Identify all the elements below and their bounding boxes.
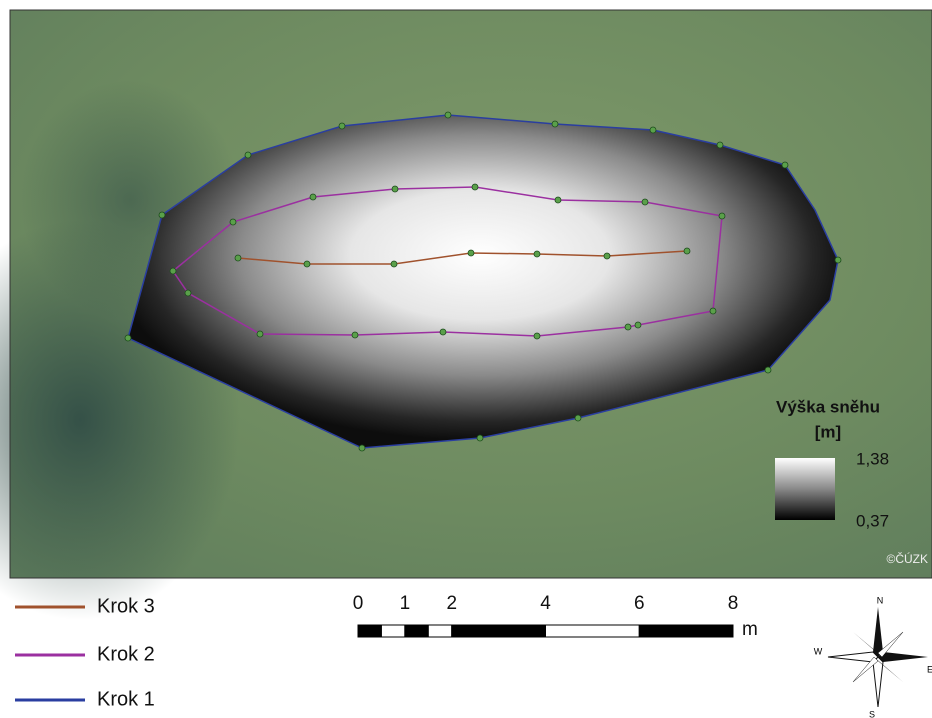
colorbar-title: Výška sněhu: [776, 397, 880, 416]
survey-point: [184, 289, 192, 297]
survey-point: [390, 260, 398, 268]
scale-segment: [638, 624, 734, 638]
survey-point: [439, 328, 447, 336]
legend-label: Krok 2: [97, 643, 155, 665]
survey-point: [229, 218, 237, 226]
survey-points: [124, 111, 842, 452]
compass-label: N: [877, 595, 884, 605]
survey-point: [683, 247, 691, 255]
survey-point: [391, 185, 399, 193]
colorbar-max-label: 1,38: [856, 449, 889, 468]
scale-tick-label: 0: [353, 593, 364, 614]
survey-point: [351, 331, 359, 339]
compass-label: S: [869, 709, 875, 718]
survey-point: [624, 323, 632, 331]
survey-point: [303, 260, 311, 268]
survey-point: [641, 198, 649, 206]
survey-point: [234, 254, 242, 262]
survey-point: [124, 334, 132, 342]
survey-point: [358, 444, 366, 452]
survey-point: [256, 330, 264, 338]
map-frame: Výška sněhu [m] 1,38 0,37 ©ČÚZK: [0, 9, 932, 620]
scale-tick-label: 6: [634, 593, 645, 614]
survey-point: [764, 366, 772, 374]
survey-point: [467, 249, 475, 257]
survey-point: [634, 321, 642, 329]
scale-segment: [451, 624, 546, 638]
scale-segment: [545, 624, 640, 638]
survey-point: [781, 161, 789, 169]
compass-label: W: [814, 646, 823, 656]
survey-point: [716, 141, 724, 149]
survey-point: [476, 434, 484, 442]
survey-point: [649, 126, 657, 134]
survey-point: [603, 252, 611, 260]
survey-point: [309, 193, 317, 201]
scale-bar: 0 1 2 4 6 8: [353, 593, 739, 638]
survey-point: [709, 307, 717, 315]
compass-label: E: [927, 664, 932, 674]
scale-tick-label: 4: [540, 593, 551, 614]
watermark: ©ČÚZK: [886, 551, 928, 566]
map-border: [9, 9, 932, 579]
survey-point: [169, 267, 177, 275]
survey-point: [158, 211, 166, 219]
colorbar: [775, 458, 835, 520]
north-arrow: N W E S: [814, 595, 932, 718]
survey-point: [718, 212, 726, 220]
legend: Krok 3 Krok 2 Krok 1: [15, 595, 155, 710]
scale-tick-label: 1: [400, 593, 411, 614]
legend-label: Krok 1: [97, 688, 155, 710]
colorbar-title: [m]: [815, 422, 841, 441]
survey-point: [574, 414, 582, 422]
survey-point: [244, 151, 252, 159]
scale-unit: m: [742, 619, 758, 640]
colorbar-min-label: 0,37: [856, 511, 889, 530]
survey-point: [554, 196, 562, 204]
survey-point: [551, 120, 559, 128]
survey-point: [471, 183, 479, 191]
legend-label: Krok 3: [97, 595, 155, 617]
survey-point: [444, 111, 452, 119]
survey-point: [338, 122, 346, 130]
scale-segment: [427, 624, 453, 638]
scale-segment: [380, 624, 406, 638]
survey-point: [533, 332, 541, 340]
scale-tick-label: 8: [728, 593, 739, 614]
survey-point: [533, 250, 541, 258]
scale-segment: [357, 624, 382, 638]
scale-tick-label: 2: [446, 593, 457, 614]
survey-point: [834, 256, 842, 264]
scale-segment: [404, 624, 429, 638]
